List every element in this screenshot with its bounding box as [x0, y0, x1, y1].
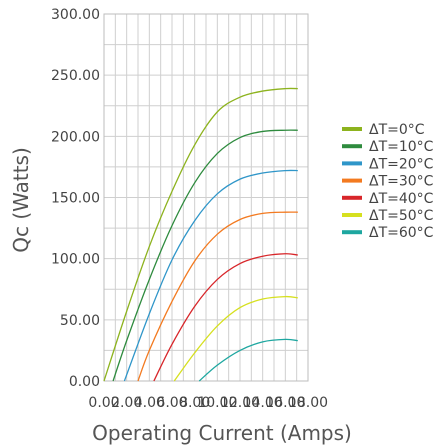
y-tick-label: 300.00	[51, 7, 100, 23]
x-tick-label: 4.00	[134, 395, 165, 411]
series-line-6	[198, 338, 298, 382]
series-line-2	[123, 169, 298, 382]
legend-swatch	[342, 127, 362, 131]
y-tick-label: 250.00	[51, 68, 100, 84]
legend-label: ΔT=20°C	[369, 156, 434, 172]
y-tick-label: 200.00	[51, 129, 100, 145]
x-axis-title: Operating Current (Amps)	[92, 421, 352, 445]
series-line-5	[173, 295, 298, 382]
x-axis-ticks: 0.002.004.006.008.0010.0012.0014.0016.00…	[88, 395, 328, 411]
x-tick-label: 16.00	[265, 395, 305, 411]
series-line-0	[103, 87, 298, 382]
legend-label: ΔT=40°C	[369, 191, 434, 207]
legend-label: ΔT=60°C	[369, 225, 434, 241]
x-tick-label: 18.00	[288, 395, 328, 411]
y-tick-label: 150.00	[51, 191, 100, 207]
series-line-3	[137, 211, 298, 382]
plot-frame	[103, 13, 309, 382]
y-tick-label: 0.00	[69, 374, 100, 390]
x-tick-label: 10.00	[197, 395, 237, 411]
series-lines	[103, 87, 298, 382]
legend-label: ΔT=30°C	[369, 174, 434, 190]
grid	[103, 13, 309, 382]
legend-swatch	[342, 161, 362, 166]
y-axis-ticks: 0.00 50.00 100.00 150.00 200.00 250.00 300.00	[51, 7, 100, 390]
x-tick-label: 2.00	[111, 395, 142, 411]
legend-swatch	[342, 230, 362, 235]
series-line-1	[112, 129, 298, 382]
legend-label: ΔT=10°C	[369, 139, 434, 155]
y-axis-title: Qc (Watts)	[9, 147, 33, 253]
x-tick-label: 14.00	[243, 395, 283, 411]
legend: ΔT=0°CΔT=10°CΔT=20°C ΔT=30°CΔT=40°CΔT=50°…	[342, 122, 434, 241]
legend-swatch	[342, 213, 362, 217]
y-tick-label: 100.00	[51, 252, 100, 268]
x-tick-label: 0.00	[88, 395, 119, 411]
legend-label: ΔT=50°C	[369, 208, 434, 224]
x-tick-label: 6.00	[156, 395, 187, 411]
y-tick-label: 50.00	[60, 313, 100, 329]
x-tick-label: 12.00	[220, 395, 260, 411]
legend-swatch	[342, 195, 362, 200]
x-tick-label: 8.00	[179, 395, 210, 411]
legend-label: ΔT=0°C	[369, 122, 425, 138]
series-line-4	[153, 253, 298, 382]
legend-swatch	[342, 144, 362, 149]
legend-swatch	[342, 178, 362, 183]
